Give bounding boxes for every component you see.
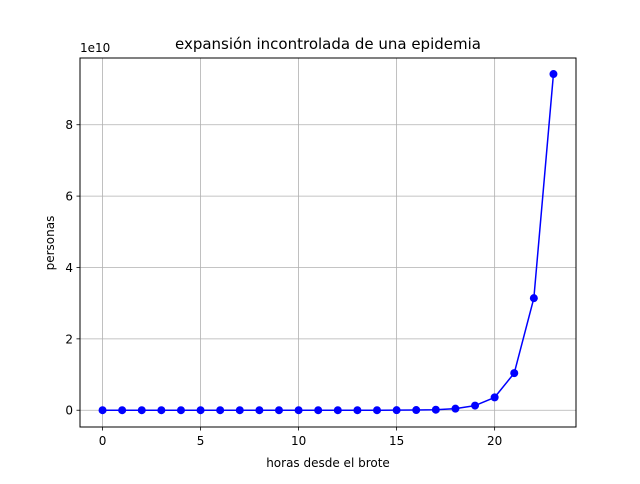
data-point: [392, 406, 401, 415]
data-point: [333, 406, 342, 415]
x-axis-label: horas desde el brote: [266, 456, 390, 470]
data-point: [510, 369, 519, 378]
data-point: [471, 401, 480, 410]
data-point: [529, 294, 538, 303]
chart-title: expansión incontrolada de una epidemia: [175, 35, 481, 53]
data-point: [235, 406, 244, 415]
x-tick-label: 20: [487, 434, 502, 448]
data-point: [373, 406, 382, 415]
y-tick-label: 4: [65, 261, 73, 275]
x-tick-label: 15: [389, 434, 404, 448]
x-tick-label: 5: [197, 434, 205, 448]
data-point: [216, 406, 225, 415]
x-tick-label: 10: [291, 434, 306, 448]
data-point: [314, 406, 323, 415]
data-point: [490, 393, 499, 402]
data-point: [176, 406, 185, 415]
data-point: [353, 406, 362, 415]
x-tick-label: 0: [99, 434, 107, 448]
data-point: [294, 406, 303, 415]
data-point: [549, 70, 558, 79]
x-axis: 0 5 10 15 20: [99, 427, 502, 448]
data-point: [137, 406, 146, 415]
y-tick-label: 8: [65, 118, 73, 132]
y-axis-label: personas: [43, 216, 57, 271]
data-point: [157, 406, 166, 415]
y-offset-label: 1e10: [80, 41, 110, 55]
y-axis: 0 2 4 6 8: [65, 118, 80, 418]
y-tick-label: 6: [65, 190, 73, 204]
plot-area: [80, 58, 576, 427]
series-layer: [98, 70, 558, 415]
y-tick-label: 0: [65, 404, 73, 418]
data-point: [196, 406, 205, 415]
data-point: [118, 406, 127, 415]
data-point: [431, 405, 440, 414]
data-point: [98, 406, 107, 415]
plot-frame: [79, 57, 577, 428]
data-point: [412, 406, 421, 415]
data-point: [255, 406, 264, 415]
data-point: [451, 404, 460, 413]
data-point: [274, 406, 283, 415]
y-tick-label: 2: [65, 332, 73, 346]
